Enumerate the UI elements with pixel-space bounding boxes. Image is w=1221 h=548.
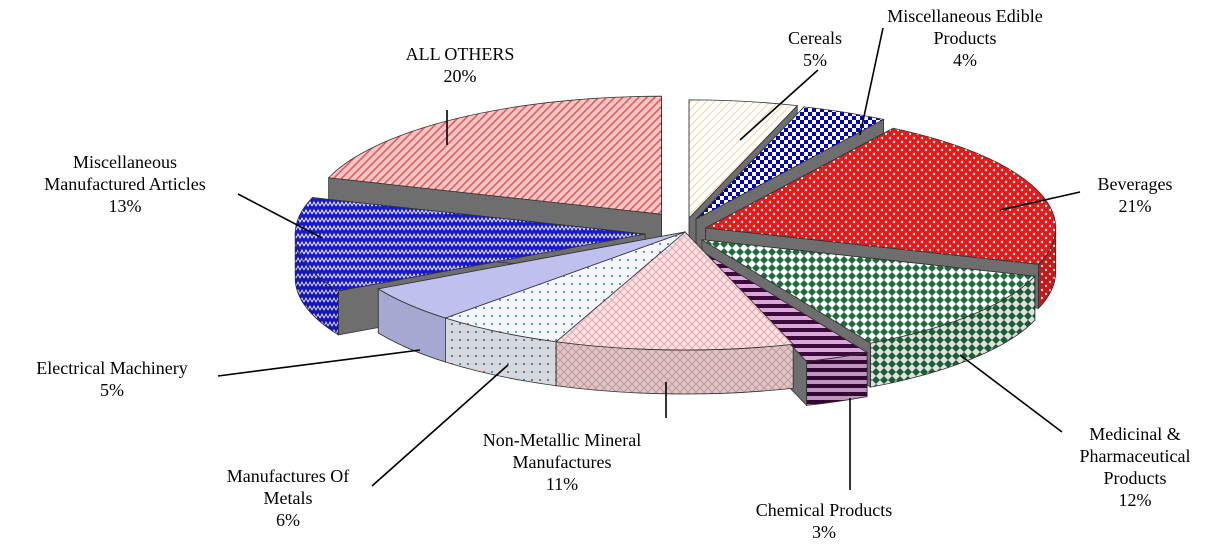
slice-6: [444, 231, 686, 343]
slice-value-label: 5%: [803, 50, 827, 70]
slice-5: [555, 231, 795, 351]
slice-labels: Cereals 5%Miscellaneous Edible Products 4%B…: [36, 6, 1190, 542]
slice-name-label: Miscellaneous: [73, 152, 177, 172]
slice-side-shade-3: [870, 276, 1035, 388]
slice-value-label: 6%: [276, 510, 300, 530]
slice-name-label: Medicinal &: [1089, 424, 1180, 444]
slice-value-label: 21%: [1119, 196, 1152, 216]
slice-side-shade-2: [1038, 227, 1056, 309]
slice-name-label: Cereals: [788, 28, 842, 48]
slice-label-8: Miscellaneous Manufactured Articles 13%: [44, 152, 205, 216]
slice-3: [701, 239, 1036, 344]
slice-label-9: ALL OTHERS 20%: [406, 44, 515, 86]
slice-value-label: 12%: [1119, 490, 1152, 510]
slice-label-7: Electrical Machinery 5%: [36, 358, 187, 400]
slice-label-4: Chemical Products 3%: [756, 500, 892, 542]
slice-name-label: Chemical Products: [756, 500, 892, 520]
slice-1: [695, 106, 885, 220]
slice-2: [704, 127, 1057, 265]
slice-name-label: Manufactures Of: [227, 466, 349, 486]
slice-8: [294, 197, 646, 292]
slice-name-label: Manufactured Articles: [44, 174, 205, 194]
slice-label-3: Medicinal & Pharmaceutical Products 12%: [1080, 424, 1191, 510]
slice-name-label: Pharmaceutical: [1080, 446, 1191, 466]
slice-value-label: 5%: [100, 380, 124, 400]
slice-7: [377, 231, 686, 319]
slice-side-shade-8: [295, 234, 339, 335]
slice-value-label: 4%: [953, 50, 977, 70]
slice-label-2: Beverages 21%: [1098, 174, 1173, 216]
slice-name-label: Non-Metallic Mineral: [483, 430, 641, 450]
slice-name-label: Products: [934, 28, 997, 48]
slice-name-label: Metals: [264, 488, 313, 508]
slice-name-label: Electrical Machinery: [36, 358, 187, 378]
slice-value-label: 13%: [109, 196, 142, 216]
slice-label-1: Miscellaneous Edible Products 4%: [887, 6, 1042, 70]
slice-name-label: Beverages: [1098, 174, 1173, 194]
leader-line-0: [739, 69, 819, 141]
slice-label-6: Manufactures Of Metals 6%: [227, 466, 349, 530]
leader-line-3: [959, 354, 1063, 433]
leader-line-7: [217, 349, 421, 377]
slice-name-label: Manufactures: [513, 452, 612, 472]
slice-side-shade-5: [556, 341, 794, 394]
slice-9: [327, 95, 662, 215]
slice-name-label: ALL OTHERS: [406, 44, 515, 64]
pie-tops: [294, 95, 1057, 362]
slice-label-5: Non-Metallic Mineral Manufactures 11%: [483, 430, 641, 494]
leader-line-8: [237, 193, 323, 239]
slice-side-shade-6: [445, 318, 557, 386]
slice-0: [688, 99, 799, 219]
slice-side-shade-7: [378, 288, 446, 363]
leader-line-2: [999, 191, 1081, 211]
slice-side-shade-4: [806, 352, 868, 406]
slice-name-label: Miscellaneous Edible: [887, 6, 1042, 26]
slice-name-label: Products: [1104, 468, 1167, 488]
leader-line-6: [371, 364, 509, 487]
slice-value-label: 11%: [546, 474, 578, 494]
leader-lines: [217, 27, 1081, 490]
slice-label-0: Cereals 5%: [788, 28, 842, 70]
slice-4: [698, 248, 869, 362]
slice-value-label: 3%: [812, 522, 836, 542]
slice-value-label: 20%: [444, 66, 477, 86]
leader-line-1: [859, 27, 884, 136]
